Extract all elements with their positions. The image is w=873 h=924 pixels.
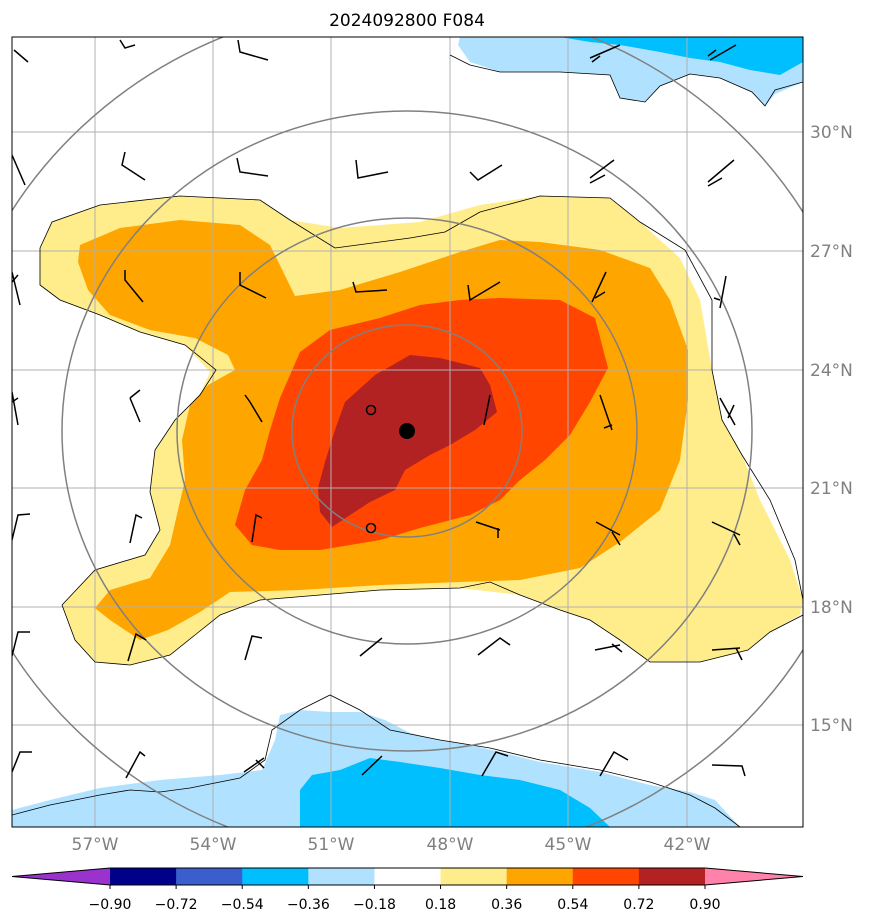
- lon-label: 51°W: [308, 835, 355, 855]
- colorbar-tick-label: 0.72: [623, 897, 654, 913]
- colorbar-segment: [506, 868, 574, 885]
- colorbar-tick-label: −0.54: [221, 897, 264, 913]
- colorbar-tick-label: 0.54: [557, 897, 588, 913]
- lat-label: 24°N: [810, 361, 853, 381]
- lon-label: 45°W: [545, 835, 592, 855]
- colorbar-segment: [176, 868, 243, 885]
- map-panel: [12, 37, 803, 827]
- colorbar-tick-label: −0.72: [155, 897, 198, 913]
- map-border: [11, 36, 804, 828]
- negative-anomaly-fill: [12, 37, 803, 827]
- contour-fill-neg-0.36-top: [560, 37, 803, 75]
- gridlines: [12, 37, 803, 827]
- lon-label: 54°W: [190, 835, 237, 855]
- colorbar-tick-label: −0.90: [89, 897, 132, 913]
- colorbar: −0.90 −0.72 −0.54 −0.36 −0.18 0.18 0.36 0.54 0.7…: [11, 867, 804, 913]
- contour-fill-0.72: [318, 355, 497, 527]
- colorbar-extend-high: [705, 868, 803, 885]
- secondary-marker-south: [365, 522, 377, 534]
- lon-label: 42°W: [664, 835, 711, 855]
- secondary-marker-north: [365, 404, 377, 416]
- lon-label: 48°W: [427, 835, 474, 855]
- lat-label: 15°N: [810, 716, 853, 736]
- colorbar-segment: [638, 868, 706, 885]
- lon-label: 57°W: [72, 835, 119, 855]
- map-title: 2024092800 F084: [329, 11, 485, 31]
- contour-lines: [12, 54, 803, 827]
- colorbar-tick-label: −0.18: [353, 897, 396, 913]
- storm-center-marker: [399, 423, 415, 439]
- colorbar-segment: [308, 868, 375, 885]
- colorbar-segment: [110, 868, 177, 885]
- colorbar-segment: [440, 868, 508, 885]
- positive-anomaly-fill: [40, 196, 803, 665]
- colorbar-tick-label: −0.36: [287, 897, 330, 913]
- lat-label: 18°N: [810, 598, 853, 618]
- colorbar-segment: [374, 868, 442, 885]
- colorbar-segment: [572, 868, 640, 885]
- lat-label: 30°N: [810, 123, 853, 143]
- colorbar-tick-label: 0.36: [491, 897, 522, 913]
- latitude-labels: 15°N 18°N 21°N 24°N 27°N 30°N: [810, 123, 853, 736]
- longitude-labels: 57°W 54°W 51°W 48°W 45°W 42°W: [72, 835, 711, 855]
- colorbar-segment: [242, 868, 309, 885]
- lat-label: 21°N: [810, 479, 853, 499]
- wind-barbs: [12, 39, 746, 779]
- colorbar-tick-label: 0.90: [689, 897, 720, 913]
- colorbar-extend-low: [12, 868, 110, 885]
- contour-fill-neg-0.36-bottom: [300, 758, 610, 827]
- colorbar-tick-label: 0.18: [425, 897, 456, 913]
- range-rings: [12, 37, 803, 827]
- lat-label: 27°N: [810, 242, 853, 262]
